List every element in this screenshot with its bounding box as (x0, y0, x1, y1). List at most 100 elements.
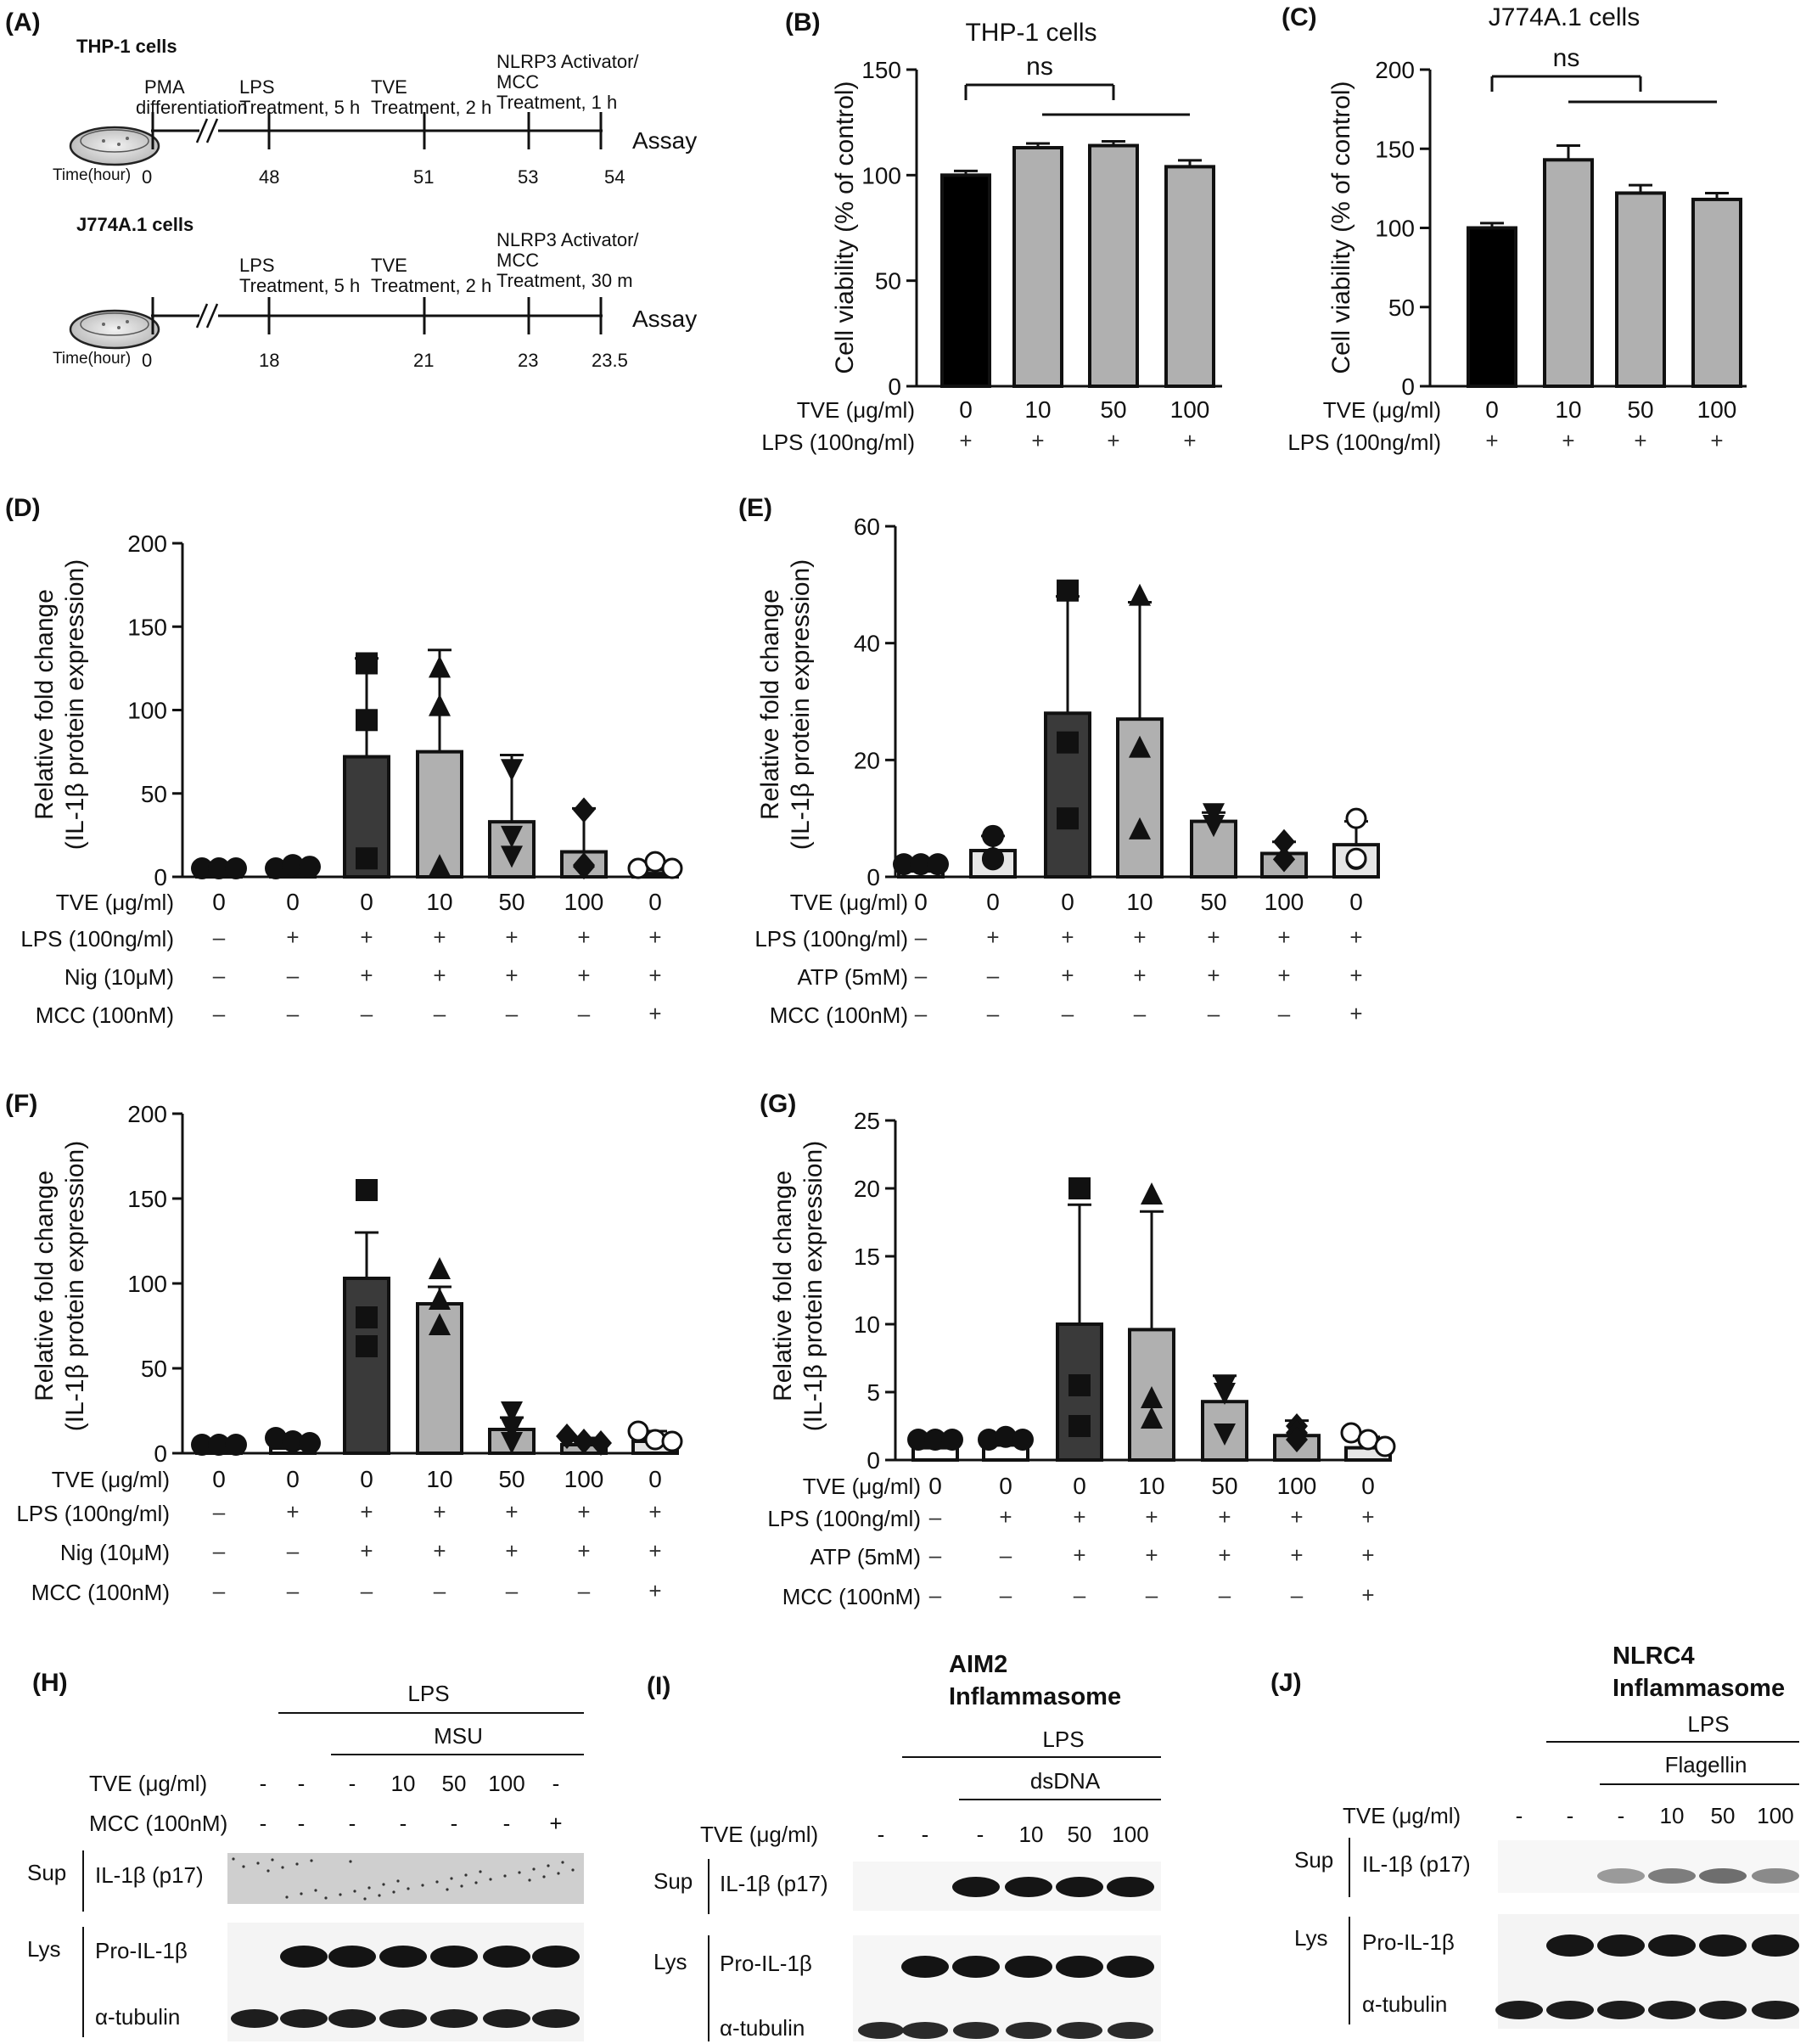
blot-h-speckle (314, 1889, 317, 1892)
chart-c-condition-value: + (1710, 428, 1723, 453)
blot-j-il1b-band (1699, 1868, 1747, 1884)
blot-h-speckle (450, 1877, 453, 1880)
chart-c-title: J774A.1 cells (1489, 3, 1640, 31)
chart-g-condition-label: ATP (5mM) (810, 1544, 921, 1570)
chart-e-condition-value: – (915, 963, 928, 988)
blot-h-speckle (271, 1858, 274, 1862)
chart-e-point (1129, 735, 1151, 758)
chart-g-point (1012, 1429, 1034, 1451)
blot-h-speckle (392, 1890, 395, 1894)
chart-b-condition-value: 10 (1024, 396, 1051, 423)
chart-c-ytick-label: 100 (1375, 216, 1415, 242)
chart-e-condition-value: – (1208, 1001, 1220, 1026)
blot-i-tubulin-band (902, 2022, 948, 2039)
chart-f-point (429, 1288, 451, 1310)
blot-i-tve-value: - (878, 1822, 885, 1847)
blot-j-tubulin-band (1597, 2001, 1645, 2019)
chart-f-condition-value: + (286, 1499, 299, 1525)
blot-h-speckle (421, 1884, 424, 1887)
chart-d-condition-value: 0 (286, 889, 300, 915)
chart-e-condition-value: – (915, 1001, 928, 1026)
chart-d-condition-value: – (213, 924, 226, 950)
chart-e-condition-value: 100 (1265, 889, 1304, 915)
blot-h-tve-value: - (349, 1771, 356, 1796)
chart-e-condition-label: TVE (μg/ml) (790, 890, 908, 915)
chart-f-condition-value: – (213, 1578, 226, 1603)
chart-d-condition-value: – (578, 1001, 591, 1026)
chart-d-condition-value: + (648, 963, 661, 988)
blot-h-tubulin-band (379, 2009, 427, 2028)
chart-c-condition-value: 10 (1555, 396, 1581, 423)
blot-h-tve-value: - (298, 1771, 306, 1796)
chart-d-point (282, 854, 304, 877)
thp1-time-3: 53 (518, 166, 538, 188)
blot-i-tve-value: 50 (1068, 1822, 1092, 1847)
chart-b-condition-value: + (1183, 428, 1196, 453)
chart-e-ylabel-line1: Relative fold change (756, 589, 784, 820)
chart-f-point (627, 1420, 649, 1442)
panel-a-label: (A) (5, 8, 41, 36)
blot-h-tubulin-band (280, 2009, 328, 2028)
j774-time-4: 23.5 (592, 350, 628, 371)
blot-h-tubulin-band (532, 2009, 580, 2028)
chart-g-point (1214, 1383, 1236, 1405)
blot-h-speckle (266, 1869, 270, 1873)
thp1-step-1-line2: differentiation (136, 97, 248, 118)
chart-g-point (995, 1425, 1017, 1448)
panel-i-blot: (I) AIM2 Inflammasome LPS dsDNA TVE (μg/… (647, 1651, 1161, 2041)
blot-j-proil1b-band (1546, 1934, 1594, 1957)
blot-h-speckle (464, 1873, 468, 1877)
j774-step-3-line3: Treatment, 30 m (496, 270, 633, 291)
chart-f-point (356, 1306, 378, 1328)
blot-h-mcc-value: - (503, 1811, 511, 1836)
blot-i-il1b-band (1005, 1877, 1052, 1897)
chart-f-condition-value: 0 (648, 1466, 662, 1492)
chart-d-condition-value: + (360, 963, 373, 988)
chart-d-condition-value: + (648, 1001, 661, 1026)
blot-j-lys-label: Lys (1294, 1925, 1328, 1951)
chart-g-condition-label: TVE (μg/ml) (803, 1474, 921, 1499)
blot-j-band-tubulin-label: α-tubulin (1362, 1991, 1447, 2017)
chart-f-condition-label: MCC (100nM) (31, 1580, 170, 1605)
chart-c-bar (1467, 226, 1517, 388)
chart-e-condition-value: + (1349, 1001, 1362, 1026)
chart-g-condition-value: + (1361, 1504, 1374, 1530)
blot-i-tve-value: 10 (1019, 1822, 1044, 1847)
thp1-timeline-axis (151, 112, 603, 149)
chart-e-panel-label: (E) (738, 494, 772, 522)
chart-f-panel-label: (F) (5, 1090, 37, 1118)
chart-f-condition-label: TVE (μg/ml) (52, 1467, 170, 1492)
chart-d-point (429, 694, 451, 716)
chart-d-point (501, 759, 523, 782)
j774-step-1-line2: Treatment, 5 h (239, 275, 360, 296)
chart-d-point (429, 655, 451, 678)
chart-b-condition-value: + (959, 428, 972, 453)
chart-f-condition-value: 0 (212, 1466, 226, 1492)
blot-i-tve-value: - (977, 1822, 984, 1847)
chart-d-point (661, 857, 683, 879)
blot-j-proil1b-band (1699, 1934, 1747, 1957)
chart-e-condition-value: – (987, 1001, 1000, 1026)
chart-e-condition-value: + (1207, 963, 1220, 988)
chart-d-panel-label: (D) (5, 494, 41, 522)
blot-h-proil1b-band (328, 1946, 376, 1968)
chart-d-ytick-label: 0 (154, 864, 167, 890)
chart-f-condition-value: – (578, 1578, 591, 1603)
blot-h-speckle (339, 1893, 342, 1896)
blot-i-tve-value: 100 (1112, 1822, 1148, 1847)
blot-j-tve-value: - (1618, 1803, 1625, 1828)
blot-h-tve-value: 50 (442, 1771, 467, 1796)
chart-f-condition-value: + (360, 1499, 373, 1525)
chart-f-ytick-label: 200 (127, 1101, 167, 1127)
blot-i-proil1b-band (1107, 1956, 1154, 1978)
chart-g-ytick-label: 10 (854, 1311, 880, 1338)
chart-g-condition-value: + (1145, 1542, 1158, 1568)
chart-f-condition-value: + (648, 1578, 661, 1603)
chart-g-condition-value: + (1073, 1504, 1085, 1530)
thp1-step-3-line1: TVE (371, 76, 407, 98)
chart-g: (G) Relative fold change (IL-1β protein ex… (760, 1090, 1396, 1609)
blot-h-speckle (349, 1860, 352, 1863)
chart-d-point (208, 857, 230, 880)
blot-h-tve-value: 10 (391, 1771, 416, 1796)
blot-i-sup-label: Sup (653, 1868, 693, 1894)
